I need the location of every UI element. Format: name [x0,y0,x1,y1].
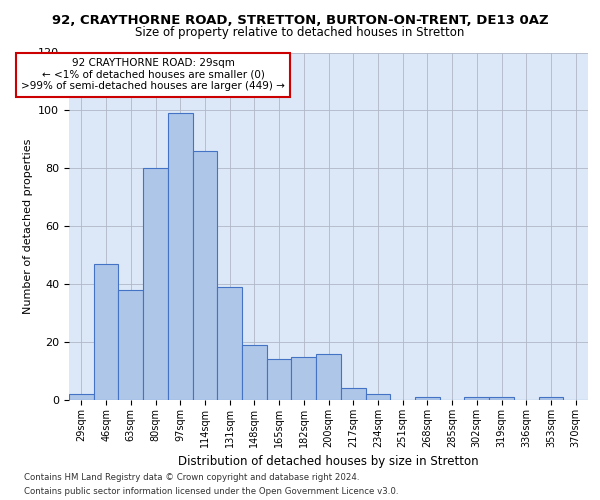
Bar [489,397,514,400]
Bar [341,388,365,400]
Y-axis label: Number of detached properties: Number of detached properties [23,138,32,314]
Bar [168,114,193,400]
Bar [143,168,168,400]
Bar [242,345,267,400]
Bar [415,397,440,400]
Bar [316,354,341,400]
Bar [193,151,217,400]
Text: 92 CRAYTHORNE ROAD: 29sqm
← <1% of detached houses are smaller (0)
>99% of semi-: 92 CRAYTHORNE ROAD: 29sqm ← <1% of detac… [21,58,285,92]
Bar [539,397,563,400]
Text: Contains HM Land Registry data © Crown copyright and database right 2024.: Contains HM Land Registry data © Crown c… [24,472,359,482]
Text: 92, CRAYTHORNE ROAD, STRETTON, BURTON-ON-TRENT, DE13 0AZ: 92, CRAYTHORNE ROAD, STRETTON, BURTON-ON… [52,14,548,27]
Bar [267,360,292,400]
X-axis label: Distribution of detached houses by size in Stretton: Distribution of detached houses by size … [178,456,479,468]
Bar [69,394,94,400]
Text: Contains public sector information licensed under the Open Government Licence v3: Contains public sector information licen… [24,488,398,496]
Bar [217,287,242,400]
Bar [464,397,489,400]
Bar [365,394,390,400]
Text: Size of property relative to detached houses in Stretton: Size of property relative to detached ho… [136,26,464,39]
Bar [292,356,316,400]
Bar [118,290,143,400]
Bar [94,264,118,400]
